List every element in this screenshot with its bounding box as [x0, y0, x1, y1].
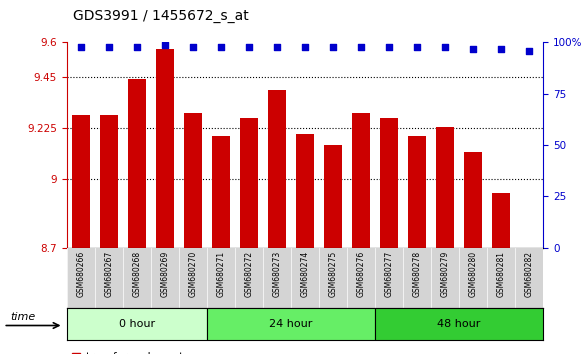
Text: GDS3991 / 1455672_s_at: GDS3991 / 1455672_s_at [73, 9, 248, 23]
Text: time: time [10, 312, 35, 322]
Bar [128, 79, 146, 248]
Text: GSM680269: GSM680269 [160, 251, 170, 297]
Point [468, 46, 478, 51]
Text: GSM680281: GSM680281 [497, 251, 505, 297]
Bar [380, 118, 398, 248]
Point [272, 44, 282, 50]
Bar [324, 145, 342, 248]
Text: GSM680275: GSM680275 [328, 251, 338, 297]
Bar [352, 113, 370, 248]
Text: GSM680278: GSM680278 [413, 251, 422, 297]
Bar [436, 127, 454, 248]
Point [160, 42, 170, 47]
Text: 0 hour: 0 hour [119, 319, 155, 329]
Point [104, 44, 113, 50]
Bar [375, 308, 543, 340]
Point [188, 44, 198, 50]
Point [440, 44, 450, 50]
Text: GSM680268: GSM680268 [132, 251, 141, 297]
Point [76, 44, 85, 50]
Bar [408, 136, 426, 248]
Text: GSM680280: GSM680280 [469, 251, 478, 297]
Text: GSM680279: GSM680279 [440, 251, 450, 297]
Point [497, 46, 506, 51]
Text: GSM680273: GSM680273 [272, 251, 282, 297]
Legend: transformed count, percentile rank within the sample: transformed count, percentile rank withi… [72, 352, 261, 354]
Point [356, 44, 365, 50]
Bar [268, 90, 286, 248]
Bar [296, 134, 314, 248]
Text: 24 hour: 24 hour [270, 319, 313, 329]
Text: GSM680271: GSM680271 [217, 251, 225, 297]
Text: GSM680282: GSM680282 [525, 251, 534, 297]
Text: 48 hour: 48 hour [437, 319, 481, 329]
Point [525, 48, 534, 53]
Bar [71, 115, 90, 248]
Text: GSM680267: GSM680267 [105, 251, 113, 297]
Text: GSM680272: GSM680272 [245, 251, 253, 297]
Point [385, 44, 394, 50]
Bar [156, 49, 174, 248]
Bar [212, 136, 230, 248]
Bar [207, 308, 375, 340]
Point [132, 44, 142, 50]
Text: GSM680270: GSM680270 [188, 251, 198, 297]
Bar [240, 118, 258, 248]
Bar [464, 152, 482, 248]
Bar [100, 115, 118, 248]
Point [300, 44, 310, 50]
Bar [184, 113, 202, 248]
Text: GSM680277: GSM680277 [385, 251, 393, 297]
Text: GSM680274: GSM680274 [300, 251, 310, 297]
Point [328, 44, 338, 50]
Point [216, 44, 225, 50]
Bar [67, 308, 207, 340]
Text: GSM680276: GSM680276 [357, 251, 365, 297]
Bar [492, 193, 510, 248]
Point [413, 44, 422, 50]
Text: GSM680266: GSM680266 [76, 251, 85, 297]
Point [245, 44, 254, 50]
